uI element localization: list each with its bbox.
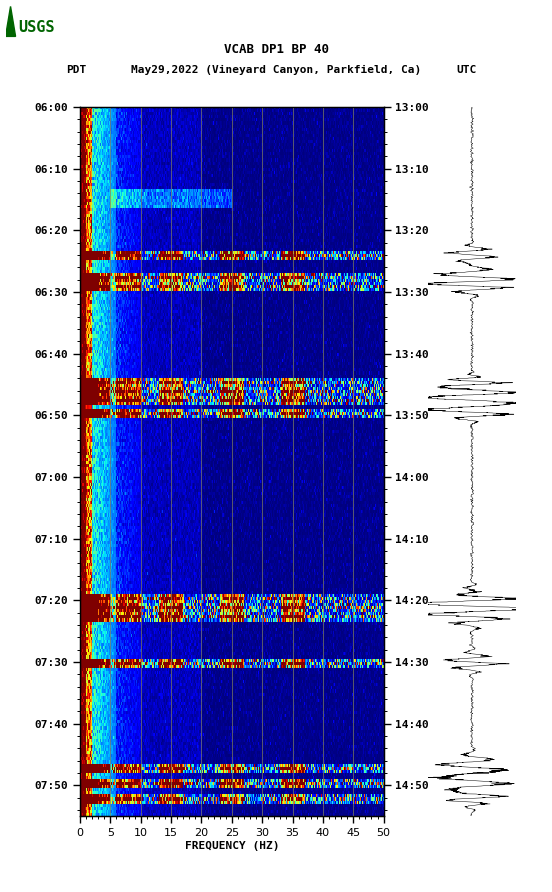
Polygon shape xyxy=(6,6,15,37)
Text: USGS: USGS xyxy=(18,20,55,35)
Text: VCAB DP1 BP 40: VCAB DP1 BP 40 xyxy=(224,43,328,55)
X-axis label: FREQUENCY (HZ): FREQUENCY (HZ) xyxy=(184,841,279,851)
Text: UTC: UTC xyxy=(457,64,476,75)
Text: May29,2022 (Vineyard Canyon, Parkfield, Ca): May29,2022 (Vineyard Canyon, Parkfield, … xyxy=(131,64,421,75)
Text: PDT: PDT xyxy=(66,64,87,75)
